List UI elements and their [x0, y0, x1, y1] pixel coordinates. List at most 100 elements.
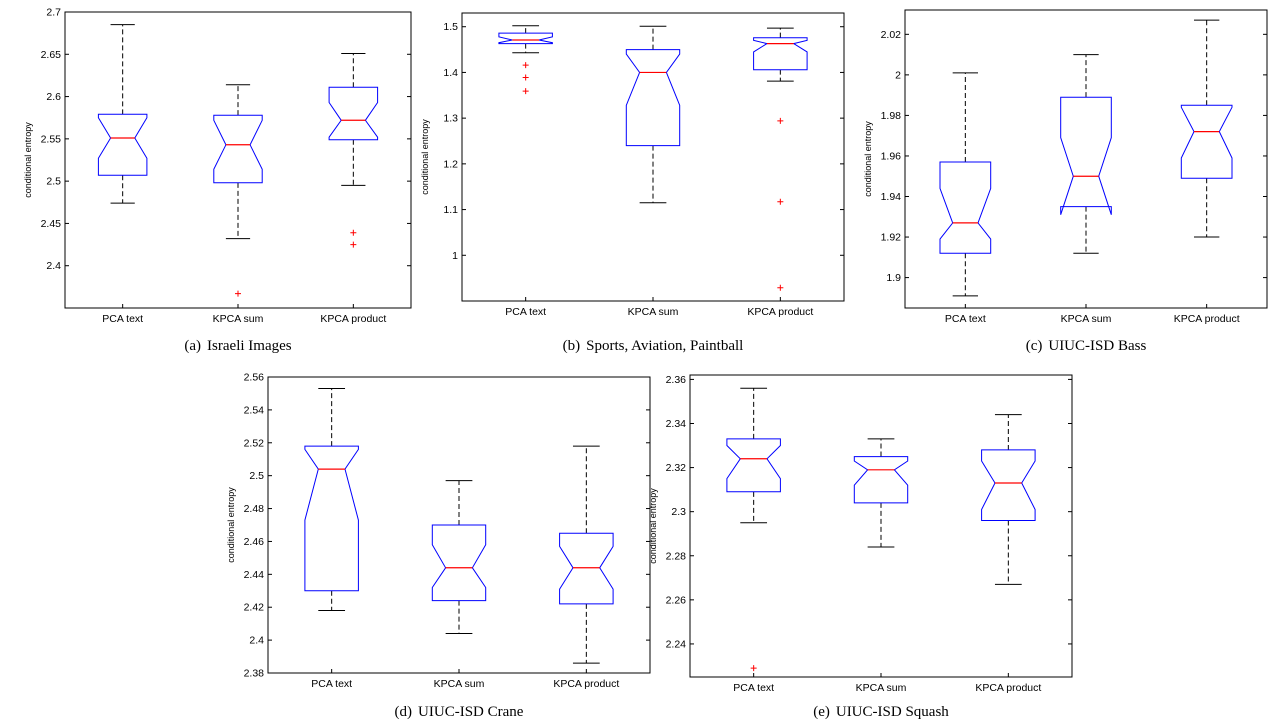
x-tick-label: KPCA product — [553, 678, 619, 690]
y-axis-label: conditional entropy — [863, 121, 873, 197]
y-tick-label: 1 — [452, 250, 458, 262]
caption-b: (b) Sports, Aviation, Paintball — [462, 338, 844, 355]
notched-box — [939, 161, 992, 254]
y-tick-label: 2.4 — [249, 635, 264, 647]
box-0 — [97, 24, 148, 204]
y-tick-label: 2 — [895, 69, 901, 81]
y-tick-label: 1.3 — [443, 113, 458, 125]
box-2 — [328, 52, 379, 248]
caption-c-tag: (c) — [1025, 338, 1043, 354]
plot-frame — [689, 374, 1073, 678]
y-tick-label: 2.4 — [46, 260, 61, 272]
caption-e-text: UIUC-ISD Squash — [835, 704, 949, 720]
chart-panel-b: 1 1.1 1.2 1.3 1.4 1.5 conditional entropy PCA t… — [420, 0, 850, 330]
notched-box — [213, 114, 263, 184]
y-tick-label: 2.36 — [666, 374, 687, 386]
chart-panel-c: 1.9 1.92 1.94 1.96 1.98 2 2.02 conditional entr… — [848, 0, 1273, 330]
notched-box — [1180, 104, 1233, 179]
y-tick-label: 2.34 — [666, 418, 687, 430]
y-tick-label: 2.42 — [244, 602, 265, 614]
caption-c: (c) UIUC-ISD Bass — [905, 338, 1267, 355]
notched-box — [559, 532, 614, 605]
x-tick-label: KPCA product — [975, 682, 1041, 694]
y-tick-label: 2.65 — [41, 49, 62, 61]
y-tick-label: 1.92 — [881, 232, 902, 244]
caption-d: (d) UIUC-ISD Crane — [268, 704, 650, 721]
notched-box — [625, 49, 681, 147]
notched-box — [1060, 96, 1112, 215]
y-tick-label: 2.26 — [666, 594, 687, 606]
y-tick-label: 2.38 — [244, 668, 265, 680]
y-tick-label: 2.45 — [41, 218, 62, 230]
y-axis-label: conditional entropy — [648, 488, 658, 564]
x-tick-label: KPCA sum — [434, 678, 485, 690]
caption-b-tag: (b) — [562, 338, 581, 354]
outlier-marker — [522, 88, 529, 95]
notched-box — [853, 456, 909, 504]
outlier-marker — [777, 198, 784, 205]
y-tick-label: 2.02 — [881, 29, 902, 41]
outlier-marker — [777, 284, 784, 291]
caption-a-tag: (a) — [184, 338, 202, 354]
caption-e-tag: (e) — [813, 704, 830, 720]
caption-b-text: Sports, Aviation, Paintball — [586, 338, 744, 354]
notched-box — [328, 86, 379, 141]
y-tick-label: 1.98 — [881, 110, 902, 122]
outlier-marker — [777, 117, 784, 124]
box-1 — [1060, 54, 1112, 254]
chart-b-svg: 1 1.1 1.2 1.3 1.4 1.5 conditional entropy PCA t… — [420, 12, 845, 318]
outlier-marker — [350, 241, 357, 248]
y-tick-label: 1.94 — [881, 191, 902, 203]
chart-c-svg: 1.9 1.92 1.94 1.96 1.98 2 2.02 conditional entr… — [863, 9, 1268, 325]
y-tick-label: 2.7 — [46, 7, 61, 19]
y-tick-label: 2.32 — [666, 462, 687, 474]
plot-frame — [64, 11, 412, 309]
chart-d-svg: 2.38 2.4 2.42 2.44 2.46 2.48 2.5 2.52 2.54 2.56 co… — [226, 372, 651, 690]
outlier-marker — [235, 290, 241, 297]
chart-panel-d: 2.38 2.4 2.42 2.44 2.46 2.48 2.5 2.52 2.54 2.56 co… — [210, 365, 655, 695]
x-tick-label: PCA text — [505, 306, 546, 318]
y-tick-label: 2.48 — [244, 503, 265, 515]
chart-e-svg: 2.24 2.26 2.28 2.3 2.32 2.34 2.36 conditional e… — [648, 374, 1073, 694]
y-tick-label: 2.3 — [671, 506, 686, 518]
outlier-marker — [522, 62, 529, 69]
y-axis-label: conditional entropy — [23, 122, 33, 198]
y-tick-label: 1.2 — [443, 158, 458, 170]
box-2 — [1180, 19, 1233, 238]
box-0 — [726, 387, 781, 672]
x-tick-label: KPCA sum — [213, 313, 264, 325]
y-tick-label: 1.1 — [443, 204, 458, 216]
x-tick-label: PCA text — [311, 678, 352, 690]
y-tick-label: 1.4 — [443, 67, 458, 79]
y-tick-label: 1.5 — [443, 21, 458, 33]
box-1 — [625, 25, 681, 204]
outlier-marker — [350, 229, 357, 236]
outlier-marker — [522, 74, 529, 81]
y-axis-label: conditional entropy — [226, 487, 236, 563]
y-tick-label: 2.56 — [244, 372, 265, 384]
box-2 — [559, 445, 614, 664]
x-tick-label: PCA text — [733, 682, 774, 694]
y-tick-label: 2.24 — [666, 638, 687, 650]
notched-box — [431, 524, 487, 602]
x-tick-label: PCA text — [945, 313, 986, 325]
x-tick-label: PCA text — [102, 313, 143, 325]
y-tick-label: 1.9 — [886, 272, 901, 284]
caption-d-tag: (d) — [394, 704, 413, 720]
caption-d-text: UIUC-ISD Crane — [418, 704, 524, 720]
box-1 — [853, 438, 909, 548]
box-2 — [981, 414, 1036, 585]
y-tick-label: 1.96 — [881, 150, 902, 162]
chart-a-svg: 2.4 2.45 2.5 2.55 2.6 2.65 2.7 conditional entr… — [23, 7, 412, 325]
y-tick-label: 2.55 — [41, 133, 62, 145]
notched-box — [726, 438, 781, 493]
box-1 — [213, 84, 263, 297]
notched-box — [498, 32, 553, 45]
y-tick-label: 2.6 — [46, 91, 61, 103]
y-tick-label: 2.5 — [46, 176, 61, 188]
caption-a-text: Israeli Images — [207, 338, 292, 354]
chart-panel-a: 2.4 2.45 2.5 2.55 2.6 2.65 2.7 conditional entr… — [0, 0, 420, 330]
y-tick-label: 2.44 — [244, 569, 265, 581]
caption-c-text: UIUC-ISD Bass — [1048, 338, 1147, 354]
caption-a: (a) Israeli Images — [65, 338, 411, 355]
